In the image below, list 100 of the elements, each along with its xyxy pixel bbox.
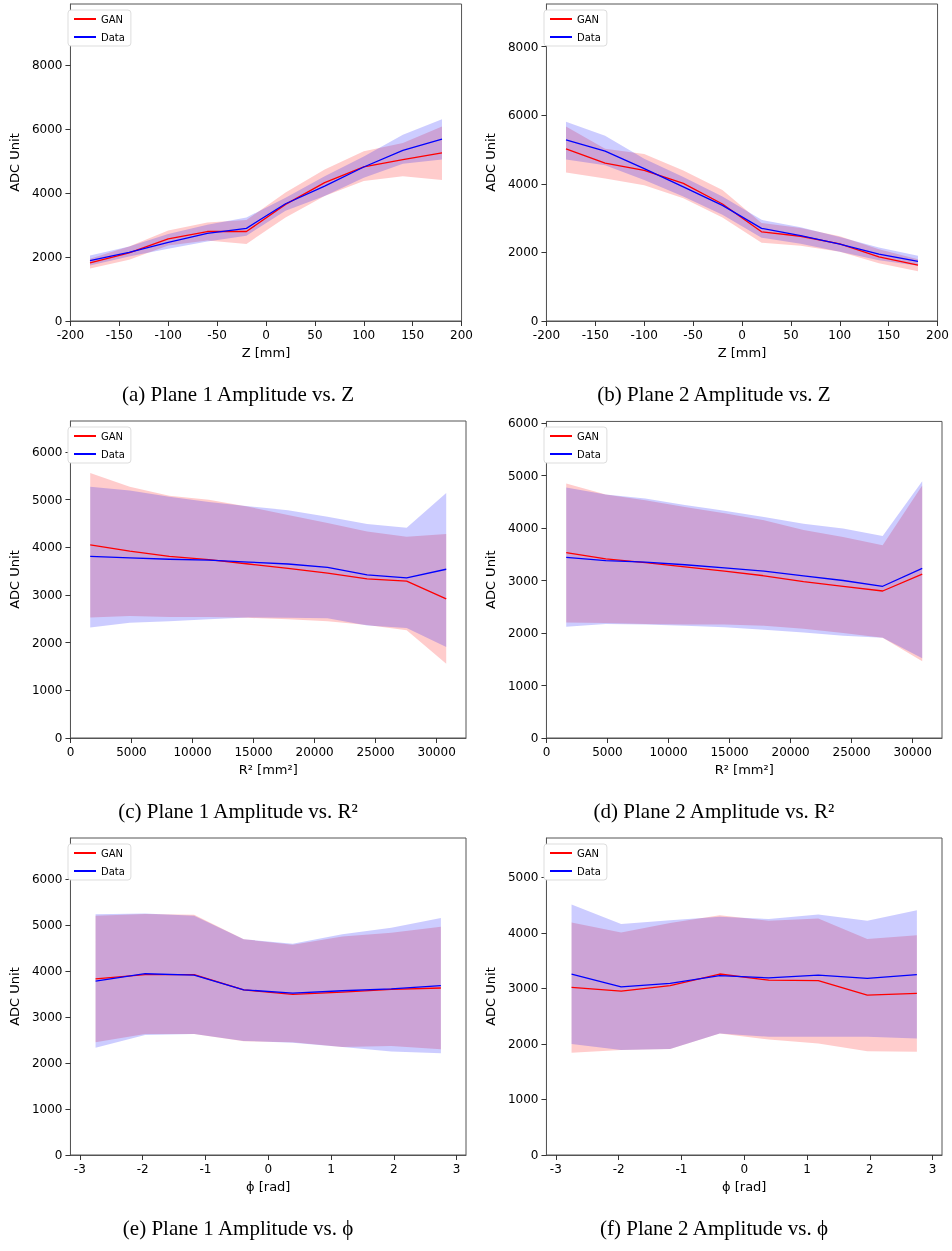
- x-tick-label: -50: [683, 328, 703, 342]
- line-series: [570, 973, 918, 996]
- x-tick-label: 10000: [649, 745, 688, 759]
- x-tick-label: -100: [630, 328, 658, 342]
- x-tick-label: 100: [828, 328, 852, 342]
- y-axis-title: ADC Unit: [7, 133, 22, 192]
- x-tick-label: 0: [264, 1162, 273, 1176]
- x-tick-label: -150: [105, 328, 133, 342]
- x-tick-label: 150: [401, 328, 425, 342]
- y-axis-title: ADC Unit: [483, 133, 498, 192]
- y-axis-title: ADC Unit: [483, 550, 498, 609]
- x-tick-label: -2: [136, 1162, 149, 1176]
- y-tick-label: 2000: [31, 1055, 63, 1070]
- y-tick-label: 3000: [31, 587, 63, 602]
- legend-label: GAN: [101, 13, 124, 25]
- legend-label: GAN: [577, 13, 600, 25]
- y-tick-label: 2000: [31, 250, 63, 265]
- x-tick-label: -2: [612, 1162, 625, 1176]
- x-axis-title: R² [mm²]: [714, 761, 774, 777]
- y-tick-label: 4000: [507, 521, 539, 535]
- y-tick-label: 0: [530, 314, 539, 328]
- x-tick-label: 0: [542, 745, 551, 759]
- y-tick-label: 4000: [507, 925, 539, 940]
- legend-label: GAN: [577, 847, 600, 859]
- x-axis-title: Z [mm]: [241, 344, 291, 360]
- x-tick-label: 1: [327, 1162, 335, 1176]
- x-tick-label: 20000: [771, 745, 810, 759]
- text: (a) Plane 1 Amplitude vs. Z: [121, 381, 355, 406]
- x-tick-label: 5000: [116, 745, 147, 759]
- x-tick-label: 200: [450, 328, 473, 342]
- y-tick-label: 4000: [31, 540, 63, 555]
- y-tick-label: 6000: [31, 871, 63, 886]
- legend-label: GAN: [101, 430, 124, 442]
- x-axis-title: ϕ [rad]: [722, 1178, 767, 1194]
- x-tick-label: -150: [581, 328, 609, 342]
- x-tick-label: 25000: [832, 745, 871, 759]
- x-tick-label: 25000: [356, 745, 395, 759]
- x-tick-label: 3: [452, 1162, 461, 1176]
- y-tick-label: 8000: [507, 39, 539, 54]
- y-tick-label: 0: [54, 314, 63, 328]
- x-tick-label: 0: [66, 745, 75, 759]
- y-axis-title: ADC Unit: [7, 967, 22, 1026]
- y-tick-label: 4000: [31, 963, 63, 978]
- x-tick-label: 200: [926, 328, 949, 342]
- y-tick-label: 5000: [507, 870, 539, 885]
- text: (f) Plane 2 Amplitude vs. ϕ: [599, 1215, 829, 1240]
- legend-label: Data: [101, 448, 125, 460]
- x-tick-label: 50: [307, 328, 323, 342]
- y-tick-label: 6000: [507, 416, 539, 430]
- x-tick-label: -50: [207, 328, 227, 342]
- y-tick-label: 3000: [31, 1009, 63, 1024]
- legend-label: Data: [577, 448, 601, 460]
- x-tick-label: 3: [928, 1162, 937, 1176]
- legend-label: Data: [101, 31, 125, 43]
- y-axis-title: ADC Unit: [7, 550, 22, 609]
- x-tick-label: -100: [154, 328, 182, 342]
- y-tick-label: 6000: [31, 444, 63, 459]
- x-tick-label: 30000: [893, 745, 932, 759]
- y-tick-label: 2000: [507, 626, 539, 640]
- y-tick-label: 1000: [31, 1101, 63, 1116]
- legend-label: GAN: [101, 847, 124, 859]
- x-tick-label: 2: [389, 1162, 398, 1176]
- legend-label: Data: [101, 865, 125, 877]
- x-tick-label: 0: [738, 328, 746, 342]
- y-tick-label: 3000: [507, 573, 539, 588]
- x-tick-label: 0: [262, 328, 270, 342]
- y-tick-label: 5000: [31, 917, 63, 932]
- x-tick-label: 50: [783, 328, 799, 342]
- y-tick-label: 5000: [507, 468, 539, 483]
- line-series: [89, 555, 447, 579]
- text: (c) Plane 1 Amplitude vs. R²: [118, 798, 358, 823]
- y-tick-label: 6000: [31, 122, 63, 137]
- x-axis-title: ϕ [rad]: [246, 1178, 291, 1194]
- x-tick-label: 30000: [417, 745, 456, 759]
- x-tick-label: 15000: [710, 745, 749, 759]
- x-tick-label: 5000: [592, 745, 623, 759]
- legend-label: GAN: [577, 430, 600, 442]
- text: (d) Plane 2 Amplitude vs. R²: [593, 798, 835, 823]
- y-tick-label: 4000: [507, 176, 539, 191]
- x-axis-title: R² [mm²]: [238, 761, 298, 777]
- x-tick-label: -1: [675, 1162, 688, 1176]
- y-tick-label: 0: [54, 731, 63, 745]
- y-tick-label: 2000: [31, 635, 63, 650]
- text: (e) Plane 1 Amplitude vs. ϕ: [122, 1215, 354, 1240]
- legend-label: Data: [577, 865, 601, 877]
- y-tick-label: 3000: [507, 981, 539, 996]
- x-tick-label: -3: [73, 1162, 86, 1176]
- x-tick-label: -200: [532, 328, 561, 342]
- x-tick-label: 15000: [234, 745, 273, 759]
- x-tick-label: -200: [56, 328, 85, 342]
- line-series: [89, 544, 447, 600]
- x-tick-label: 0: [740, 1162, 749, 1176]
- text: (b) Plane 2 Amplitude vs. Z: [597, 381, 831, 406]
- y-tick-label: 2000: [507, 245, 539, 260]
- y-tick-label: 8000: [31, 58, 63, 73]
- x-tick-label: 20000: [295, 745, 334, 759]
- x-tick-label: -3: [549, 1162, 562, 1176]
- x-tick-label: 100: [352, 328, 376, 342]
- x-tick-label: 10000: [173, 745, 212, 759]
- y-tick-label: 0: [530, 1148, 539, 1162]
